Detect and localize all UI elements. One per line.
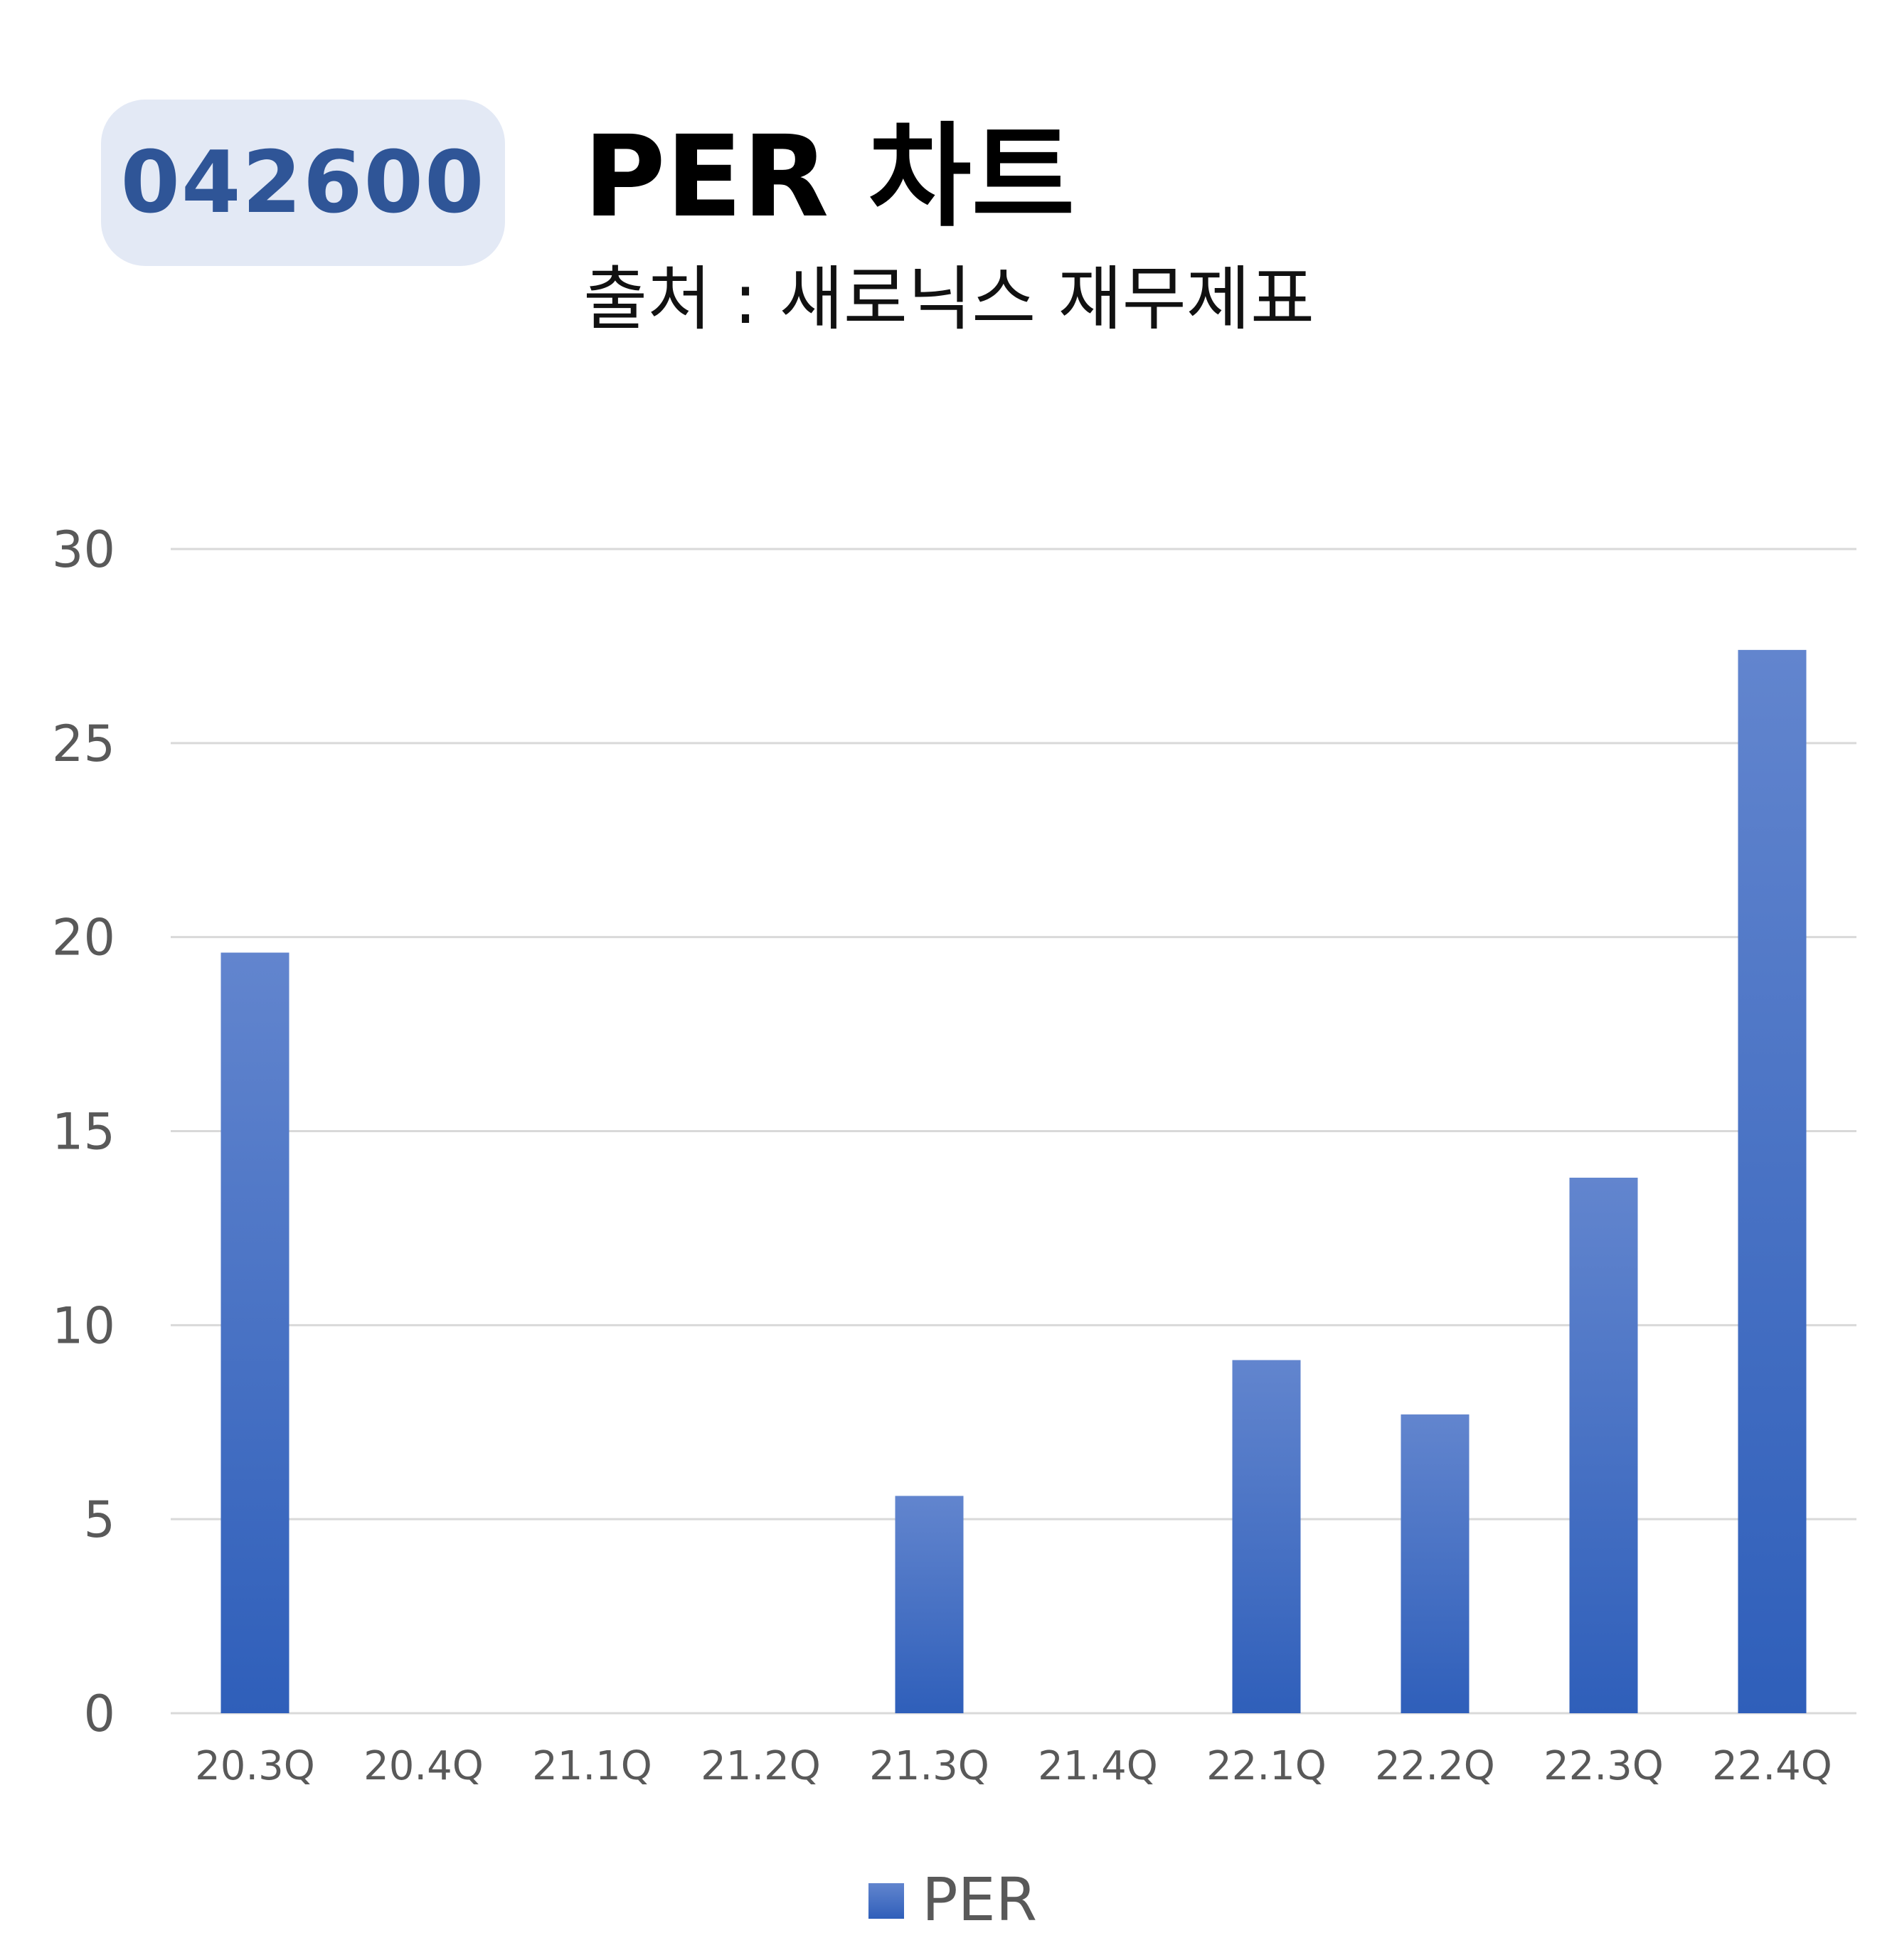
x-tick-label: 22.2Q [1375,1743,1495,1789]
bar-22.2Q [1401,1414,1470,1713]
legend-swatch-per [868,1883,904,1919]
chart-subtitle: 출처 : 새로닉스 재무제표 [583,259,1315,340]
y-tick-label: 10 [52,1296,115,1355]
x-tick-label: 22.4Q [1712,1743,1832,1789]
x-tick-label: 20.4Q [363,1743,484,1789]
y-axis-ticks: 0 5 10 15 20 25 30 [52,521,115,1743]
stock-code-badge: 042600 [101,100,505,266]
x-tick-label: 22.3Q [1543,1743,1664,1789]
bar-21.3Q [895,1496,964,1713]
x-tick-label: 22.1Q [1206,1743,1327,1789]
bar-22.4Q [1738,649,1807,1714]
y-tick-label: 25 [52,715,115,773]
y-tick-label: 30 [52,521,115,579]
x-tick-label: 21.3Q [869,1743,989,1789]
x-tick-label: 21.2Q [701,1743,821,1789]
bar-20.3Q [220,952,289,1713]
legend-label-per: PER [922,1865,1037,1934]
x-tick-label: 21.1Q [532,1743,652,1789]
x-tick-label: 20.3Q [195,1743,315,1789]
stock-code-text: 042600 [120,133,486,233]
bars [220,649,1807,1714]
y-tick-label: 20 [52,909,115,967]
x-tick-label: 21.4Q [1038,1743,1158,1789]
y-tick-label: 5 [83,1491,115,1549]
y-tick-label: 0 [83,1685,115,1743]
x-axis-ticks: 20.3Q 20.4Q 21.1Q 21.2Q 21.3Q 21.4Q 22.1Q 22.2Q… [195,1743,1832,1789]
legend: PER [868,1865,1037,1934]
bar-22.1Q [1232,1360,1301,1713]
bar-22.3Q [1569,1177,1638,1713]
y-tick-label: 15 [52,1103,115,1161]
chart-title: PER 차트 [583,112,1075,243]
